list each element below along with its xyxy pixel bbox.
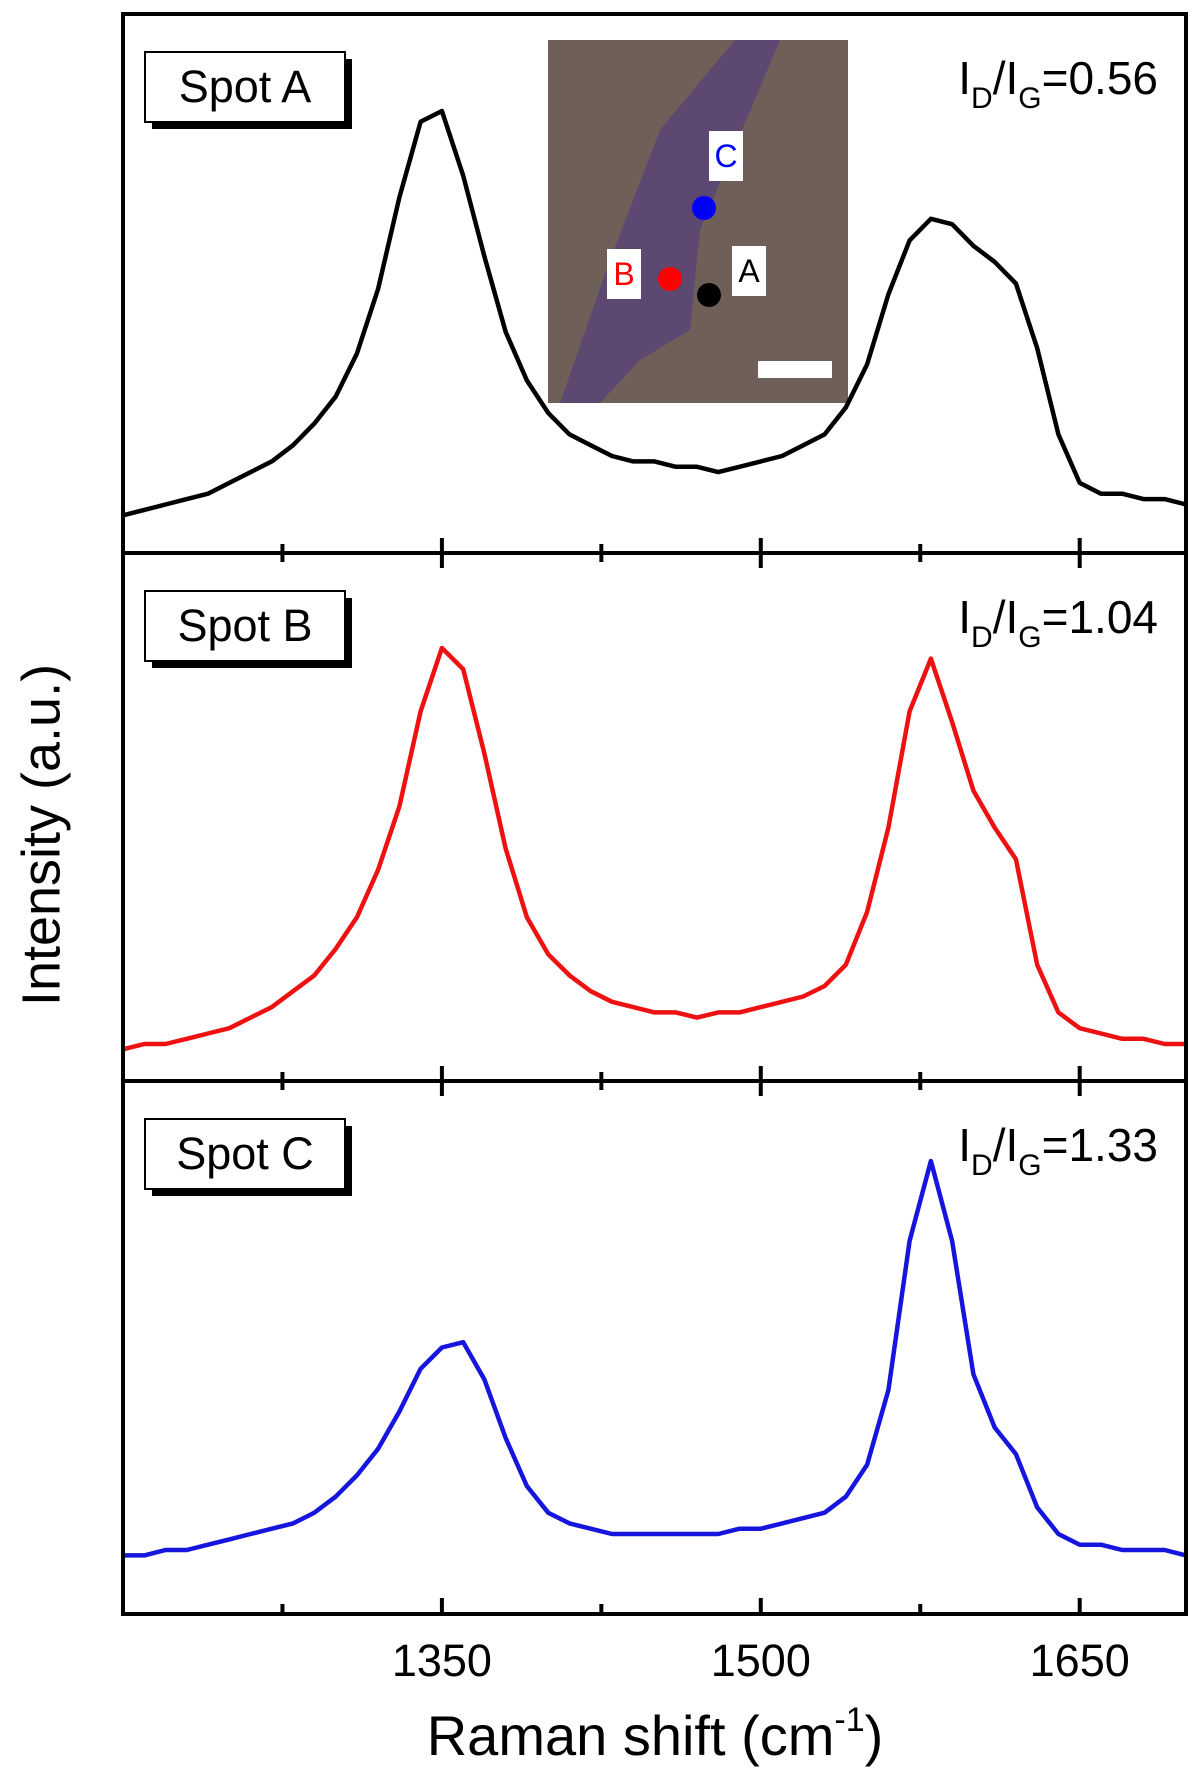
inset-flake — [560, 40, 780, 403]
ratio-label-part: D — [971, 621, 993, 654]
inset-point-label: A — [738, 253, 760, 289]
inset-micrograph: A B C — [548, 40, 848, 403]
inset-point — [692, 196, 716, 220]
ratio-label-part: D — [971, 1149, 993, 1182]
ratio-label-part: I — [958, 1119, 971, 1171]
inset-point-label: C — [714, 138, 737, 174]
inset-point — [697, 283, 721, 307]
spot-label: Spot B — [177, 600, 312, 651]
inset-point — [658, 267, 682, 291]
ratio-label-part: /I — [993, 52, 1019, 104]
spectrum-line — [122, 108, 1187, 518]
spot-label: Spot C — [176, 1128, 314, 1179]
panel-frame — [121, 1079, 1188, 1616]
inset-label-box — [732, 246, 766, 296]
ratio-label-part: = — [1042, 591, 1069, 643]
inset-point-label: B — [613, 256, 634, 292]
ratio-label-part: D — [971, 82, 993, 115]
label-box — [144, 51, 346, 123]
label-box — [144, 1118, 346, 1190]
ratio-label-part: G — [1018, 1149, 1041, 1182]
x-axis-label-superscript: -1 — [834, 1701, 864, 1739]
label-box — [144, 590, 346, 662]
y-axis-label: Intensity (a.u.) — [11, 664, 71, 1006]
ratio-value: 1.33 — [1068, 1119, 1158, 1171]
ratio-label-part: I — [958, 591, 971, 643]
spectrum-line — [123, 1158, 1187, 1558]
ratio-label-part: = — [1042, 52, 1069, 104]
ratio-label-part: G — [1018, 621, 1041, 654]
x-tick-label: 1350 — [392, 1635, 492, 1686]
x-axis-label-text: Raman shift (cm — [427, 1704, 835, 1767]
inset-label-box — [607, 249, 641, 299]
x-tick-label: 1500 — [711, 1635, 811, 1686]
x-tick-label: 1650 — [1030, 1635, 1130, 1686]
ratio-label-part: = — [1042, 1119, 1069, 1171]
ratio-label: ID/IG=0.56 — [958, 52, 1158, 115]
ratio-value: 0.56 — [1068, 52, 1158, 104]
ratio-label-part: /I — [993, 1119, 1019, 1171]
ratio-label: ID/IG=1.33 — [958, 1119, 1158, 1182]
spectrum-line — [122, 645, 1186, 1052]
ratio-label-part: I — [958, 52, 971, 104]
ratio-label-part: /I — [993, 591, 1019, 643]
spot-label: Spot A — [179, 61, 312, 112]
ratio-value: 1.04 — [1068, 591, 1158, 643]
x-axis-label: Raman shift (cm-1) — [427, 1701, 884, 1767]
x-axis-label-text: ) — [865, 1704, 884, 1767]
ratio-label-part: G — [1018, 82, 1041, 115]
ratio-label: ID/IG=1.04 — [958, 591, 1158, 654]
inset-label-box — [709, 131, 743, 181]
inset-scale-bar — [758, 361, 832, 378]
